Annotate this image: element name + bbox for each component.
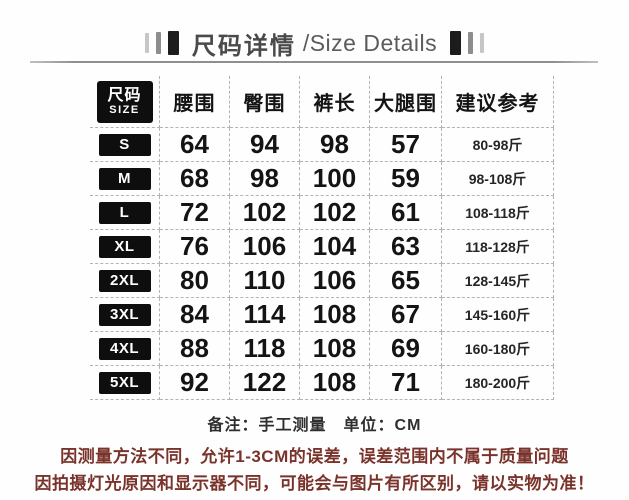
thigh-value: 63 <box>370 230 442 264</box>
title-english: /Size Details <box>302 29 438 56</box>
weight-reference-value: 118-128斤 <box>442 230 554 264</box>
length-value: 106 <box>300 264 370 298</box>
waist-value: 64 <box>160 128 230 162</box>
size-badge-cn: 尺码 <box>107 86 142 104</box>
size-header-badge: 尺码 SIZE <box>96 80 153 123</box>
weight-reference-value: 145-160斤 <box>442 298 554 332</box>
size-cell: 2XL <box>90 264 160 298</box>
deco-bar-right-mid-icon <box>468 32 474 54</box>
waist-value: 80 <box>160 264 230 298</box>
deco-bar-left-light-icon <box>144 33 149 53</box>
hip-value: 122 <box>230 366 300 400</box>
header-waist: 腰围 <box>160 76 230 128</box>
waist-value: 76 <box>160 230 230 264</box>
deco-bar-left-black-icon <box>167 31 179 55</box>
size-badge: M <box>98 167 151 190</box>
size-cell: 3XL <box>90 298 160 332</box>
waist-value: 68 <box>160 162 230 196</box>
page-title: 尺码详情 /Size Details <box>0 26 629 60</box>
deco-bar-left-mid-icon <box>155 32 161 54</box>
waist-value: 88 <box>160 332 230 366</box>
size-badge: 3XL <box>98 303 151 326</box>
size-badge: XL <box>98 235 151 258</box>
disclaimer-text: 因测量方法不同，允许1-3CM的误差，误差范围内不属于质量问题 因拍摄灯光原因和… <box>0 443 629 497</box>
size-cell: 5XL <box>90 366 160 400</box>
weight-reference-value: 180-200斤 <box>442 366 554 400</box>
size-cell: XL <box>90 230 160 264</box>
size-table: 尺码 SIZE 腰围 臀围 裤长 大腿围 建议参考 S 64 94 98 57 … <box>90 76 554 400</box>
hip-value: 114 <box>230 298 300 332</box>
disclaimer-line-1: 因测量方法不同，允许1-3CM的误差，误差范围内不属于质量问题 <box>60 447 569 466</box>
hip-value: 106 <box>230 230 300 264</box>
size-badge: L <box>98 201 151 224</box>
length-value: 108 <box>300 332 370 366</box>
size-badge-en: SIZE <box>109 104 140 117</box>
size-badge: S <box>98 133 151 156</box>
thigh-value: 71 <box>370 366 442 400</box>
waist-value: 92 <box>160 366 230 400</box>
size-cell: M <box>90 162 160 196</box>
weight-reference-value: 160-180斤 <box>442 332 554 366</box>
deco-bar-right-black-icon <box>450 31 462 55</box>
length-value: 102 <box>300 196 370 230</box>
hip-value: 110 <box>230 264 300 298</box>
size-cell: S <box>90 128 160 162</box>
thigh-value: 61 <box>370 196 442 230</box>
thigh-value: 65 <box>370 264 442 298</box>
size-header-cell: 尺码 SIZE <box>90 76 160 128</box>
hip-value: 94 <box>230 128 300 162</box>
weight-reference-value: 128-145斤 <box>442 264 554 298</box>
disclaimer-line-2: 因拍摄灯光原因和显示器不同，可能会与图片有所区别，请以实物为准！ <box>34 474 595 493</box>
size-cell: L <box>90 196 160 230</box>
size-badge: 2XL <box>98 269 151 292</box>
waist-value: 72 <box>160 196 230 230</box>
thigh-value: 59 <box>370 162 442 196</box>
size-badge: 5XL <box>98 371 151 394</box>
thigh-value: 57 <box>370 128 442 162</box>
title-chinese: 尺码详情 <box>191 32 296 60</box>
header-reference: 建议参考 <box>442 76 554 128</box>
waist-value: 84 <box>160 298 230 332</box>
length-value: 108 <box>300 298 370 332</box>
length-value: 108 <box>300 366 370 400</box>
header-hip: 臀围 <box>230 76 300 128</box>
weight-reference-value: 80-98斤 <box>442 128 554 162</box>
deco-bar-right-light-icon <box>480 33 485 53</box>
weight-reference-value: 108-118斤 <box>442 196 554 230</box>
hip-value: 118 <box>230 332 300 366</box>
header-length: 裤长 <box>300 76 370 128</box>
thigh-value: 69 <box>370 332 442 366</box>
size-badge: 4XL <box>98 337 151 360</box>
hip-value: 98 <box>230 162 300 196</box>
title-divider <box>30 61 598 63</box>
thigh-value: 67 <box>370 298 442 332</box>
size-cell: 4XL <box>90 332 160 366</box>
hip-value: 102 <box>230 196 300 230</box>
length-value: 104 <box>300 230 370 264</box>
length-value: 100 <box>300 162 370 196</box>
length-value: 98 <box>300 128 370 162</box>
measurement-note: 备注：手工测量 单位：CM <box>207 417 422 434</box>
header-thigh: 大腿围 <box>370 76 442 128</box>
weight-reference-value: 98-108斤 <box>442 162 554 196</box>
